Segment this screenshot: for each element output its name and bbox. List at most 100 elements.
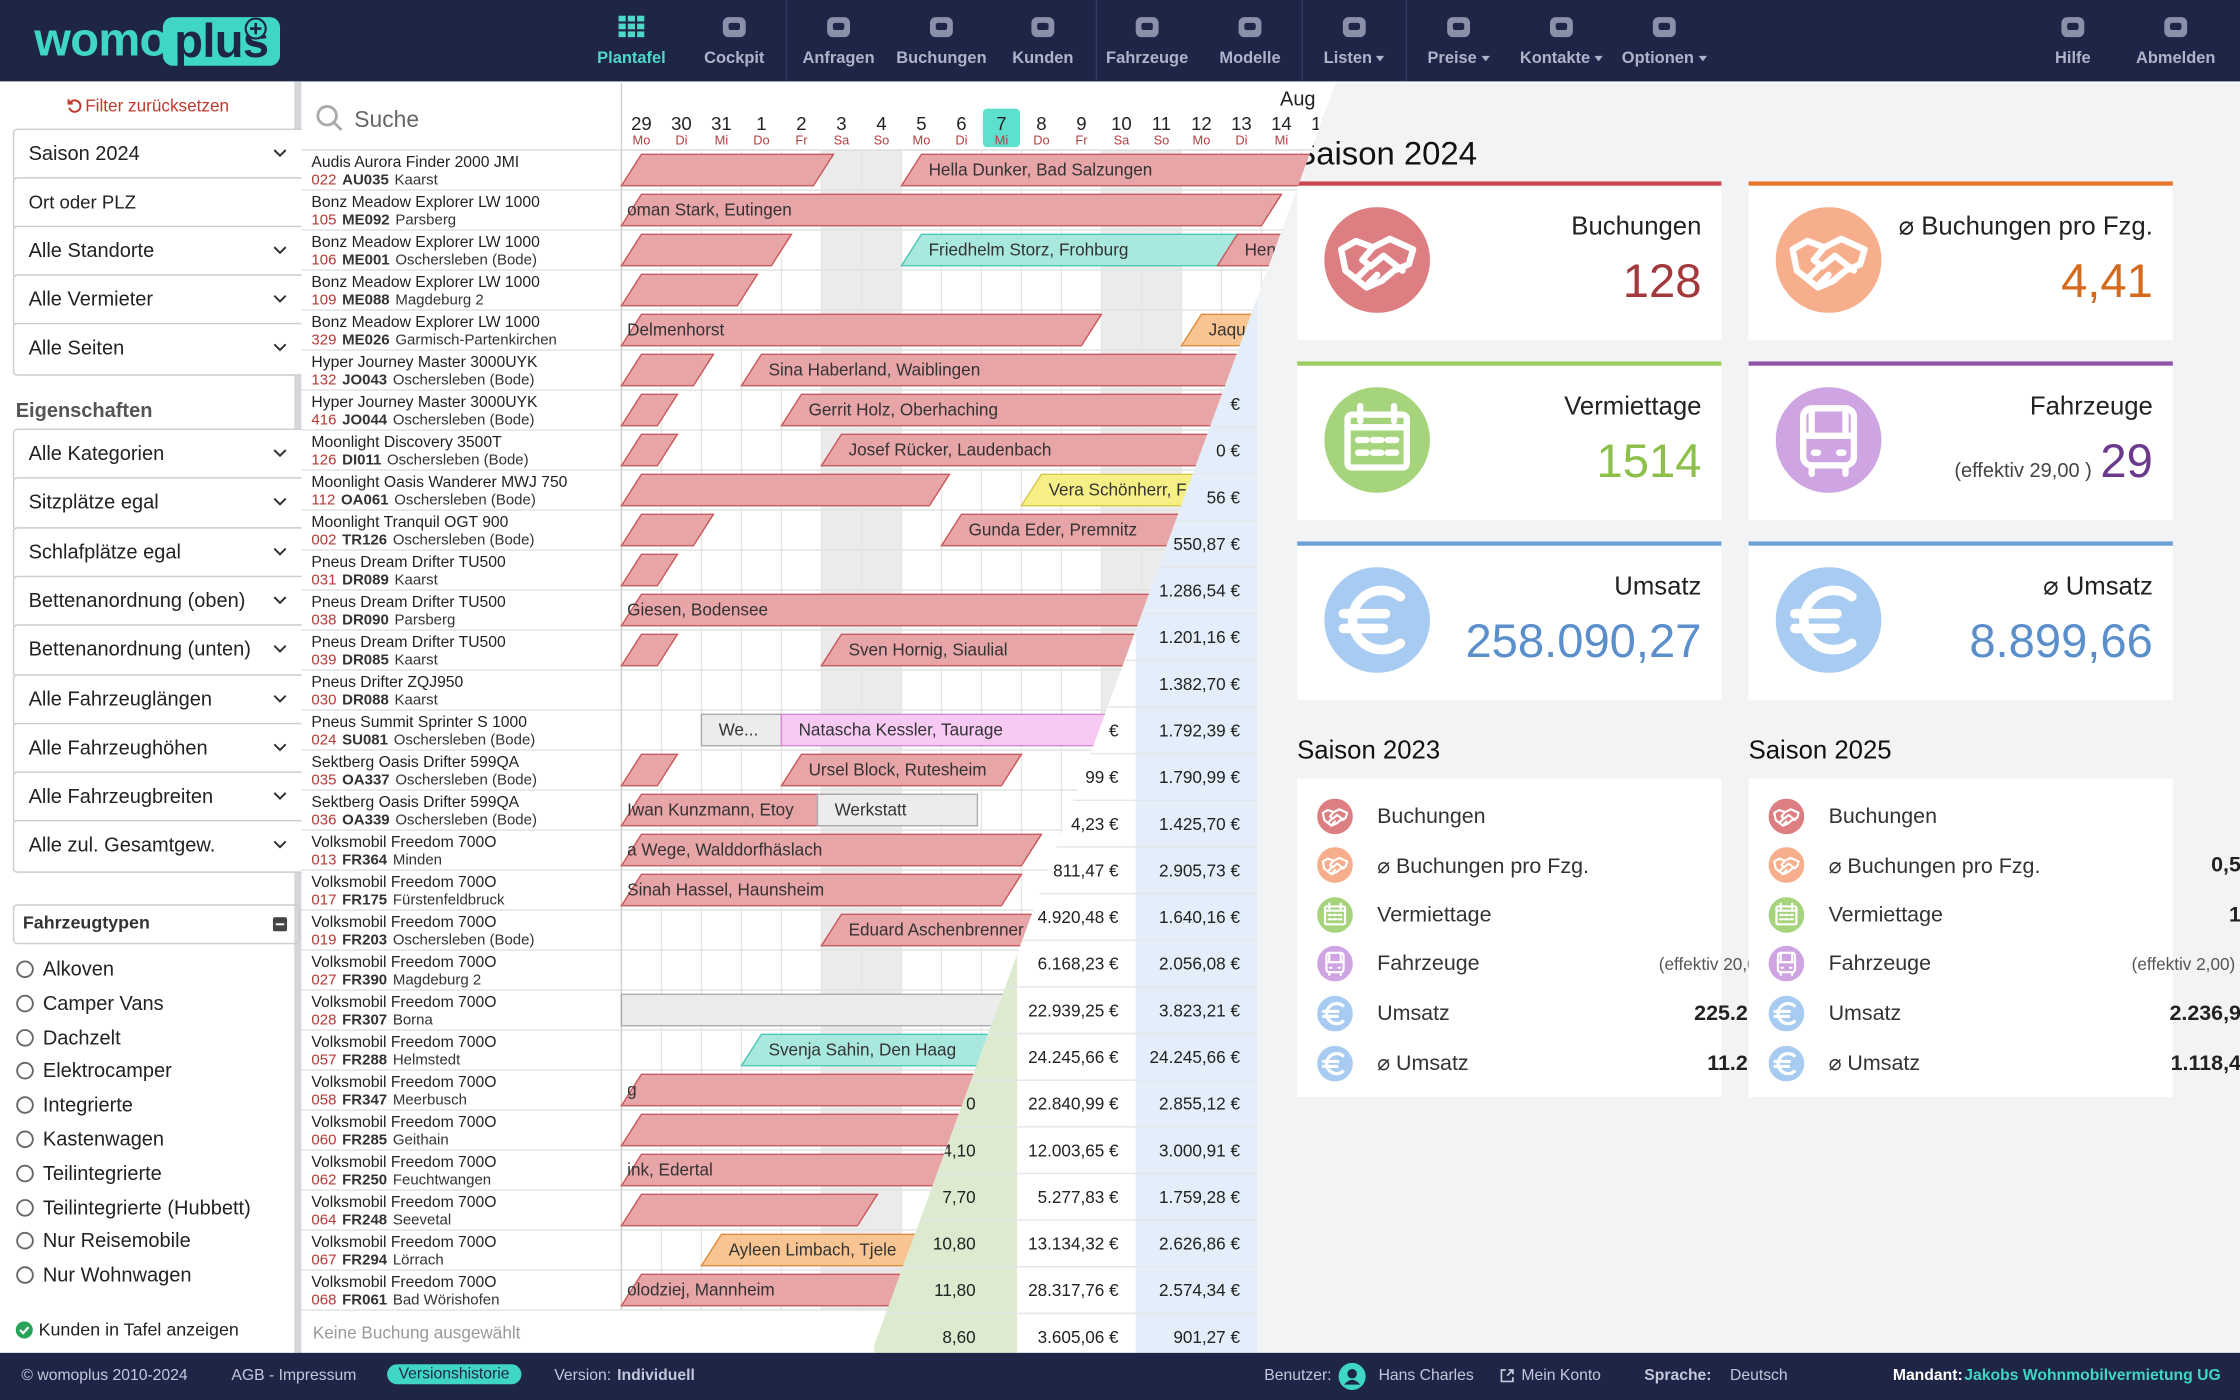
nav-item[interactable]: Cockpit bbox=[663, 50, 806, 67]
type-radio[interactable]: Kastenwagen bbox=[16, 1127, 164, 1150]
type-radio[interactable]: Teilintegrierte bbox=[16, 1161, 162, 1184]
select[interactable]: Alle zul. Gesamtgew. bbox=[12, 820, 306, 874]
type-radio[interactable]: Teilintegrierte (Hubbett) bbox=[16, 1195, 251, 1218]
nav-icon-cell bbox=[637, 31, 645, 38]
nav-item[interactable]: Fahrzeuge bbox=[1076, 50, 1219, 67]
booking-bar[interactable] bbox=[621, 394, 677, 425]
weekday: Mi bbox=[995, 132, 1009, 147]
stat-icon bbox=[1775, 567, 1882, 673]
booking-bar[interactable] bbox=[621, 514, 713, 545]
select[interactable]: Alle Kategorien bbox=[12, 428, 306, 482]
select[interactable]: Alle Vermieter bbox=[12, 274, 306, 328]
booking-bar[interactable] bbox=[621, 754, 677, 785]
select[interactable]: Alle Standorte bbox=[12, 225, 306, 279]
select[interactable]: Alle Fahrzeughöhen bbox=[12, 722, 306, 776]
stat-value-row: 258.090,27 bbox=[1465, 614, 1701, 668]
select[interactable]: Alle Seiten bbox=[12, 322, 306, 376]
type-radio[interactable]: Nur Reisemobile bbox=[16, 1229, 191, 1252]
booking-bar[interactable] bbox=[781, 754, 1021, 785]
booking-bar[interactable] bbox=[621, 874, 1021, 905]
vehicle-info: 030 DR088 Kaarst bbox=[311, 691, 438, 708]
radio-ring bbox=[16, 1130, 34, 1149]
nav-item[interactable]: Plantafel bbox=[560, 50, 703, 67]
select-chevron bbox=[273, 149, 287, 158]
booking-bar[interactable] bbox=[621, 354, 713, 385]
type-radio[interactable]: Dachzelt bbox=[16, 1025, 121, 1048]
booking-bar[interactable] bbox=[817, 794, 977, 825]
stat-icon bbox=[1324, 387, 1430, 493]
booking-label: Sven Hornig, Siaulial bbox=[849, 640, 1008, 660]
booking-bar[interactable] bbox=[621, 194, 1281, 225]
icon-glyph bbox=[1321, 1001, 1344, 1025]
vehicle-code: DR089 bbox=[342, 571, 389, 588]
legal-link[interactable]: AGB - Impressum bbox=[231, 1367, 357, 1385]
vehicle-number: 067 bbox=[311, 1251, 336, 1268]
nav-icon bbox=[1549, 17, 1573, 38]
select[interactable]: Bettenanordnung (unten) bbox=[12, 624, 306, 678]
nav-label: Optionen bbox=[1621, 49, 1694, 68]
show-customers[interactable]: Kunden in Tafel anzeigen bbox=[15, 1320, 239, 1340]
type-radio[interactable]: Alkoven bbox=[16, 957, 114, 980]
booking-bar[interactable] bbox=[621, 994, 1021, 1025]
weekday: Fr bbox=[1075, 132, 1088, 147]
type-radio[interactable]: Camper Vans bbox=[16, 991, 164, 1014]
text-input[interactable]: Ort oder PLZ bbox=[12, 177, 306, 230]
nav-item[interactable]: Optionen bbox=[1593, 50, 1736, 67]
day-number: 3 bbox=[836, 113, 846, 134]
booking-bar[interactable] bbox=[621, 274, 757, 305]
logo-plus bbox=[244, 17, 267, 40]
booking-bar[interactable] bbox=[621, 834, 1041, 865]
type-radio[interactable]: Elektrocamper bbox=[16, 1059, 172, 1082]
nav-icon-detail bbox=[1037, 22, 1049, 30]
booking-label: Josef Rücker, Laudenbach bbox=[849, 440, 1052, 460]
season-label: Buchungen bbox=[1828, 803, 1938, 828]
nav-icon bbox=[827, 17, 850, 38]
vehicle-location: Borna bbox=[393, 1011, 434, 1028]
nav-item[interactable]: Anfragen bbox=[767, 50, 910, 67]
select[interactable]: Alle Fahrzeuglängen bbox=[12, 673, 306, 727]
nav-item[interactable]: Abmelden bbox=[2104, 50, 2240, 67]
booking-bar[interactable] bbox=[621, 234, 791, 265]
select-label: Bettenanordnung (unten) bbox=[28, 637, 251, 661]
season-row: Umsatz225.216,84 bbox=[1297, 989, 1821, 1038]
select-label: Saison 2024 bbox=[28, 141, 140, 165]
select[interactable]: Sitzplätze egal bbox=[12, 477, 306, 531]
nav-label: Hilfe bbox=[2055, 49, 2091, 68]
reset-filter[interactable]: Filter zurücksetzen bbox=[0, 96, 296, 116]
vehicle-info: 017 FR175 Fürstenfeldbruck bbox=[311, 891, 505, 908]
season-extra: (effektiv 2,00) bbox=[2131, 953, 2236, 974]
nav-label: Buchungen bbox=[896, 49, 987, 68]
list-cell: 2.626,86 € bbox=[1159, 1234, 1240, 1254]
select-label: Alle Fahrzeugbreiten bbox=[28, 784, 214, 808]
stat-label: Fahrzeuge bbox=[2029, 391, 2153, 420]
type-radio[interactable]: Integrierte bbox=[16, 1093, 133, 1116]
search-icon-ring bbox=[318, 106, 337, 125]
booking-bar[interactable] bbox=[621, 434, 677, 465]
select[interactable]: Alle Fahrzeugbreiten bbox=[12, 771, 306, 825]
search-field[interactable]: Suche bbox=[354, 106, 419, 132]
nav-item[interactable]: Buchungen bbox=[870, 50, 1013, 67]
nav-item[interactable]: Modelle bbox=[1179, 50, 1322, 67]
booking-bar[interactable] bbox=[621, 154, 833, 185]
account-link[interactable]: Mein Konto bbox=[1521, 1367, 1601, 1385]
nav-item[interactable]: Kontakte bbox=[1490, 50, 1633, 67]
nav-item[interactable]: Hilfe bbox=[2001, 50, 2144, 67]
booking-bar[interactable] bbox=[621, 554, 677, 585]
radio-ring bbox=[16, 960, 34, 979]
day-number: 12 bbox=[1191, 113, 1212, 134]
booking-bar[interactable] bbox=[621, 634, 677, 665]
type-radio[interactable]: Nur Wohnwagen bbox=[16, 1263, 192, 1286]
select[interactable]: Saison 2024 bbox=[12, 128, 306, 182]
vehicle-number: 038 bbox=[311, 611, 336, 628]
language-value[interactable]: Deutsch bbox=[1729, 1367, 1788, 1385]
booking-bar[interactable] bbox=[621, 474, 949, 505]
select[interactable]: Bettenanordnung (oben) bbox=[12, 575, 306, 629]
booking-bar[interactable] bbox=[621, 314, 1101, 345]
nav-item[interactable]: Preise bbox=[1387, 50, 1530, 67]
nav-item[interactable]: Listen bbox=[1283, 50, 1426, 67]
booking-bar[interactable] bbox=[621, 1194, 877, 1225]
history-button[interactable]: Versionshistorie bbox=[387, 1364, 521, 1385]
nav-item[interactable]: Kunden bbox=[971, 50, 1114, 67]
list-cell: 24.245,66 € bbox=[1150, 1047, 1241, 1067]
select[interactable]: Schlafplätze egal bbox=[12, 526, 306, 580]
